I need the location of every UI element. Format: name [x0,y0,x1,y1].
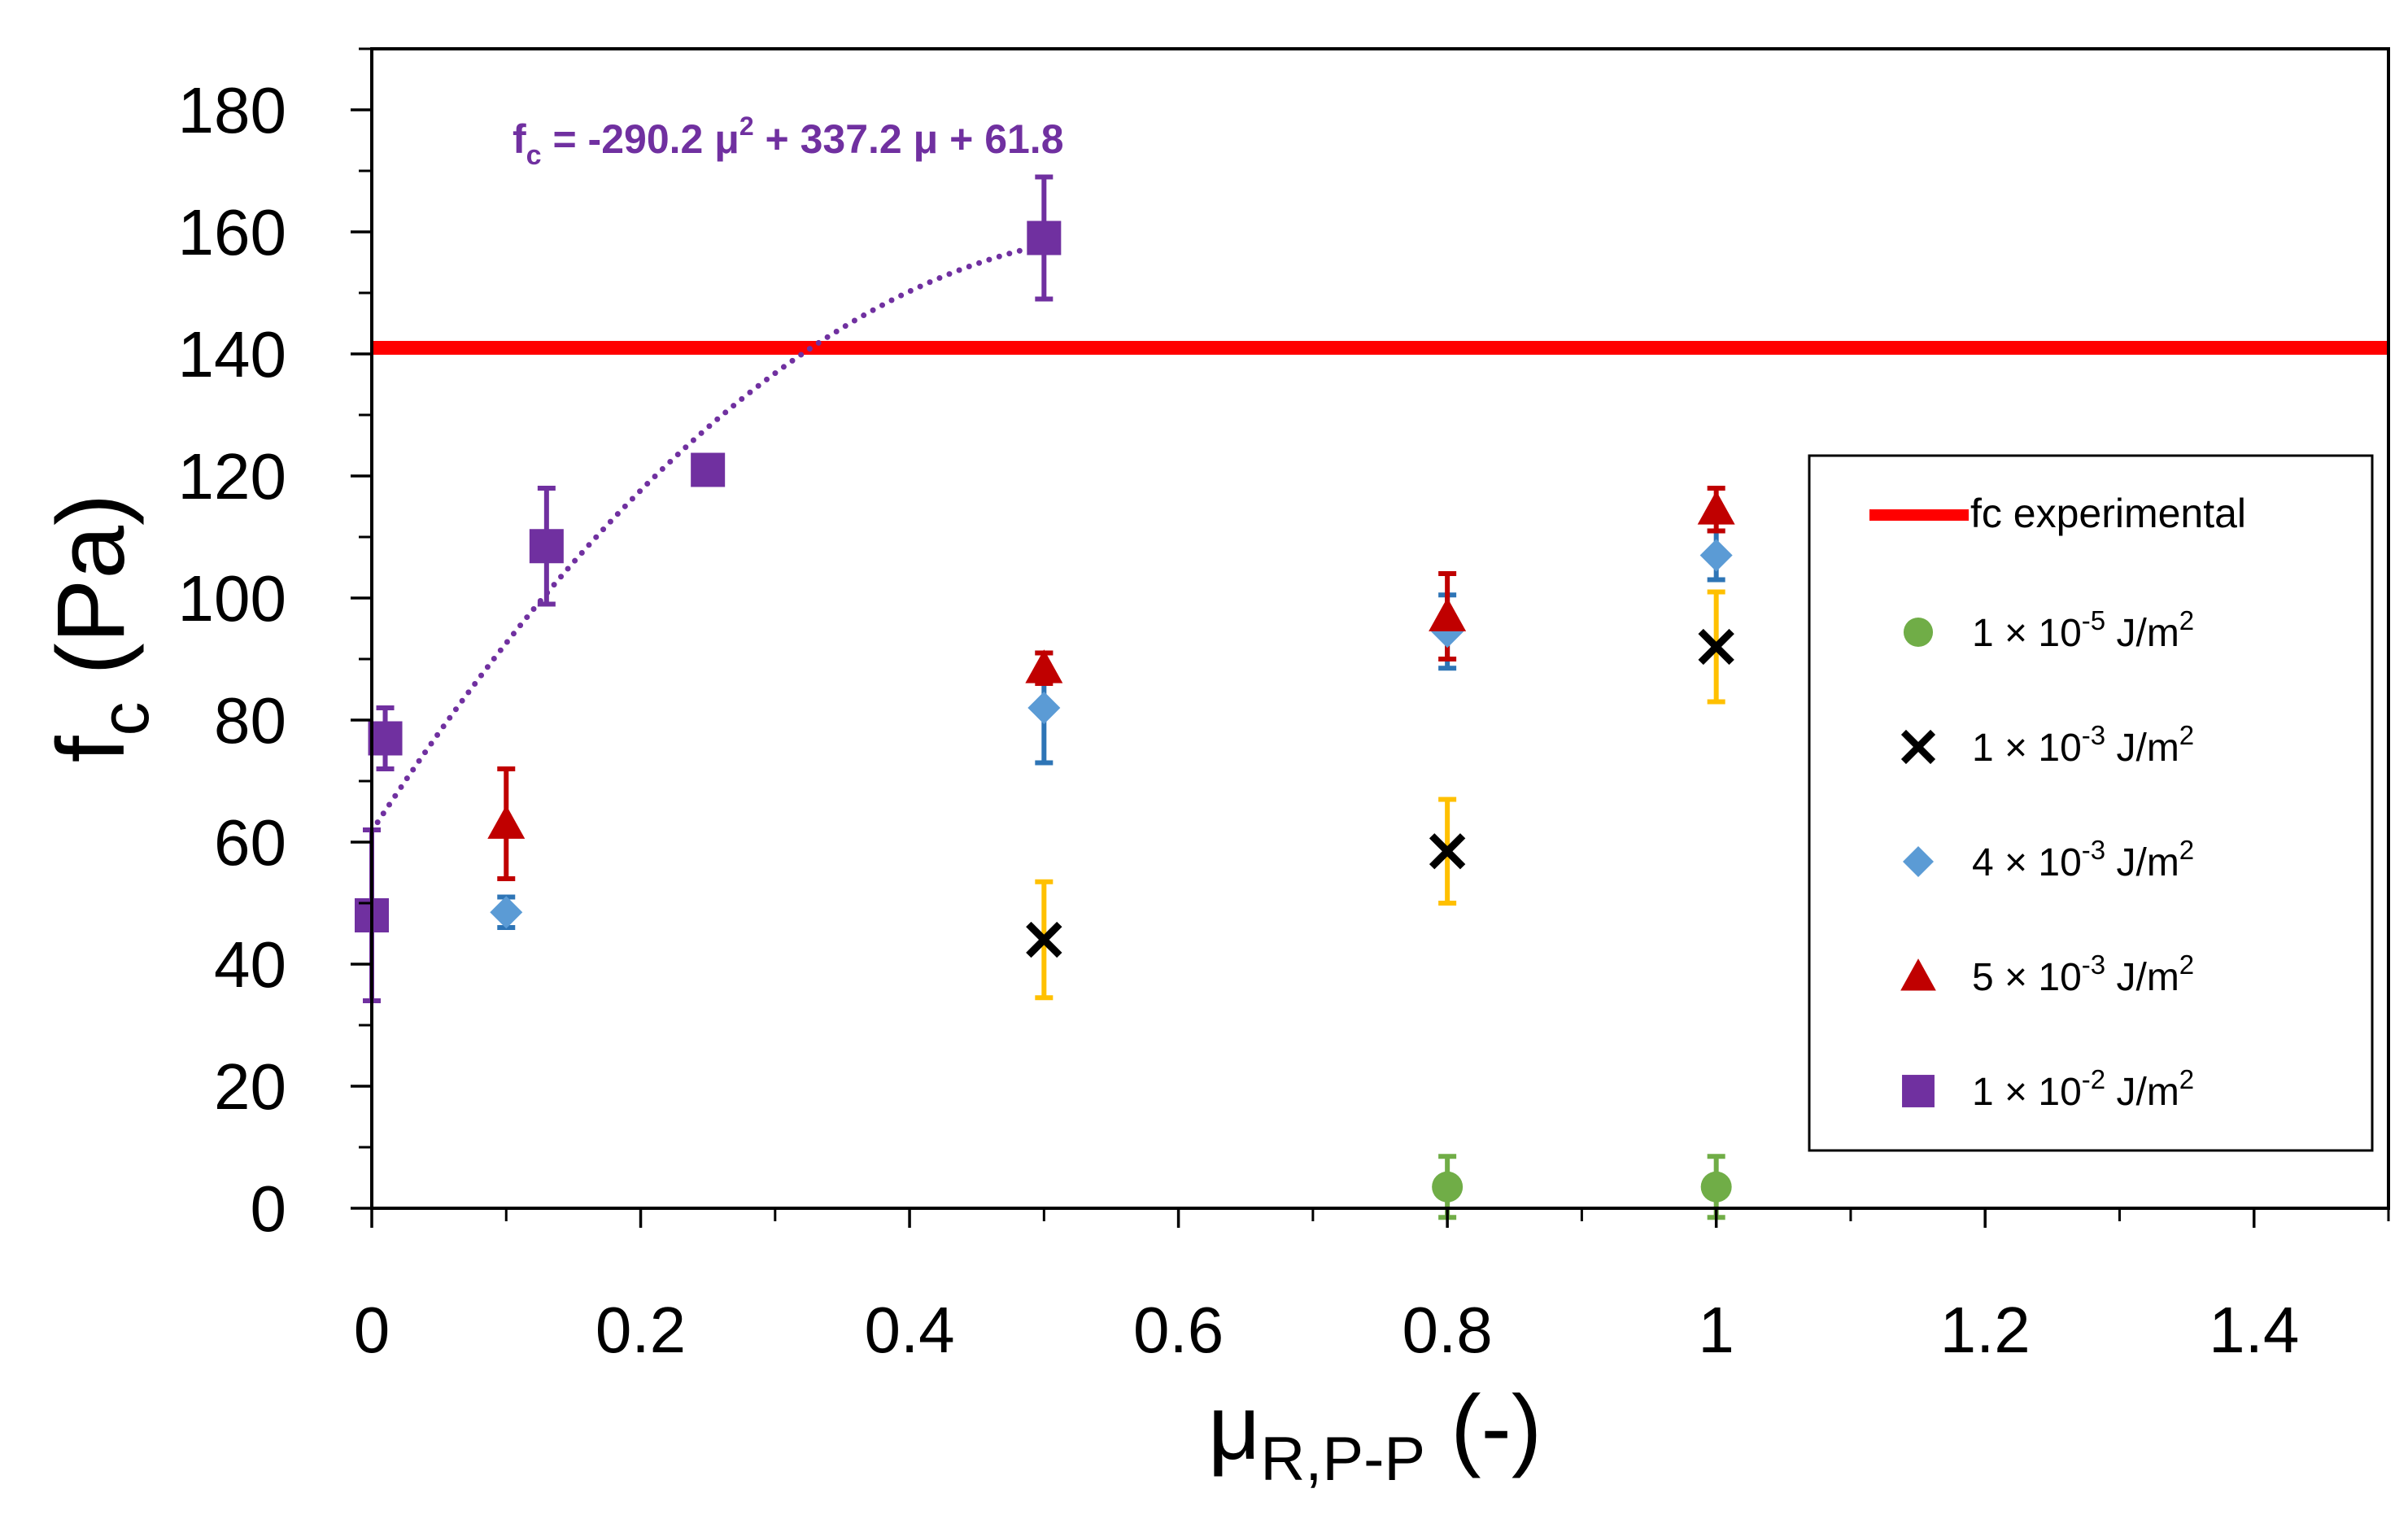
y-tick-label: 180 [178,74,286,146]
y-tick-label: 60 [214,806,286,879]
y-tick-label: 120 [178,440,286,513]
legend: fc experimental 1 × 10-5 J/m21 × 10-3 J/… [1808,454,2374,1152]
legend-label-unit: J/m [2105,956,2179,999]
legend-label-exponent: -3 [2082,950,2105,980]
legend-swatch-square [1902,1075,1935,1107]
data-point-x [1026,921,1062,958]
polynomial-fit-line [369,242,1047,834]
legend-swatch-diamond [1903,846,1934,877]
legend-label-unit-exponent: 2 [2179,1064,2194,1094]
legend-label-unit: J/m [2105,1071,2179,1114]
x-tick-label: 1.2 [1940,1294,2031,1366]
x-tick-label: 0.4 [864,1294,954,1366]
data-point-diamond [1027,692,1061,724]
data-point-triangle [487,805,526,839]
legend-label-unit-exponent: 2 [2179,835,2194,865]
data-point-triangle [1429,597,1467,631]
plot-area-frame [370,47,2390,1210]
legend-label: 5 × 10-3 J/m2 [1972,950,2194,999]
legend-label-unit-exponent: 2 [2179,720,2194,750]
legend-label: 1 × 10-3 J/m2 [1972,720,2194,770]
x-tick-label: 0.6 [1133,1294,1224,1366]
data-point-triangle [1025,649,1063,683]
data-point-diamond [1699,539,1733,572]
x-tick-label: 0 [354,1294,390,1366]
y-tick-label: 140 [178,318,286,391]
data-point-square [368,721,403,756]
y-tick-label: 40 [214,928,286,1001]
data-point-circle [1432,1171,1464,1203]
legend-label: 1 × 10-5 J/m2 [1972,605,2194,655]
legend-label-unit: J/m [2105,612,2179,655]
legend-label-unit: J/m [2105,841,2179,884]
legend-label-base: 1 × 10 [1972,1071,2082,1114]
legend-label-exponent: -3 [2082,835,2105,865]
legend-swatch-triangle [1900,958,1936,991]
data-point-x-stroke-b [1698,628,1734,666]
y-tick-label: 80 [214,684,286,757]
data-point-square [1027,220,1062,255]
legend-label-unit-exponent: 2 [2179,605,2194,635]
x-axis-label: μR,P-P (-) [1208,1377,1542,1494]
legend-box [1808,454,2374,1152]
y-tick-label: 100 [178,562,286,635]
data-point-triangle [1697,491,1735,525]
legend-label-exponent: -3 [2082,720,2105,750]
legend-swatch-x [1900,729,1936,765]
data-point-x [1429,833,1466,870]
data-point-diamond [490,896,523,929]
legend-label-unit: J/m [2105,727,2179,770]
data-point-circle [1700,1171,1732,1203]
data-point-x-stroke-b [1026,921,1062,958]
data-point-x-stroke-b [1429,833,1466,870]
x-tick-label: 1.4 [2209,1294,2299,1366]
legend-swatch-circle [1903,617,1934,648]
y-axis-label: fc (Pa) [37,494,163,763]
legend-label-fc-experimental: fc experimental [1970,491,2246,536]
legend-label-unit-exponent: 2 [2179,950,2194,980]
data-point-x [1698,628,1734,666]
legend-label-exponent: -2 [2082,1064,2105,1094]
x-tick-label: 1 [1698,1294,1734,1366]
x-tick-label: 0.8 [1402,1294,1493,1366]
legend-swatch-x-stroke-b [1900,729,1936,765]
legend-label: 1 × 10-2 J/m2 [1972,1064,2194,1114]
legend-label: 4 × 10-3 J/m2 [1972,835,2194,884]
x-tick-label: 0.2 [595,1294,686,1366]
legend-label-exponent: -5 [2082,605,2105,635]
legend-label-base: 1 × 10 [1972,727,2082,770]
legend-label-base: 5 × 10 [1972,956,2082,999]
legend-label-base: 1 × 10 [1972,612,2082,655]
data-point-square [529,529,564,564]
fit-equation: fc = -290.2 μ2 + 337.2 μ + 61.8 [513,111,1064,171]
y-tick-label: 0 [251,1172,287,1245]
y-tick-label: 20 [214,1050,286,1123]
legend-label-base: 4 × 10 [1972,841,2082,884]
data-point-square [691,452,726,487]
y-tick-label: 160 [178,196,286,268]
